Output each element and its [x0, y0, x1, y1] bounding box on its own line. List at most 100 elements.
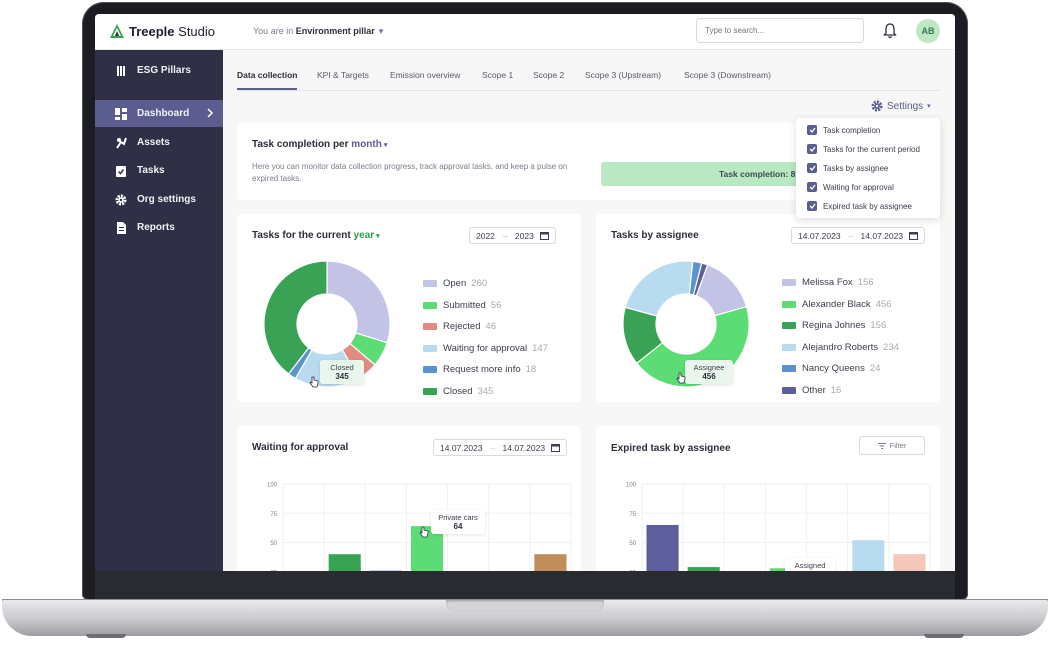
bar-6[interactable] — [852, 540, 885, 571]
donut-slice-open[interactable] — [326, 260, 391, 344]
date-from: 14.07.2023 — [798, 230, 841, 241]
sidebar-item-dashboard[interactable]: Dashboard — [95, 100, 223, 127]
pillars-icon — [117, 65, 125, 76]
legend-value: 18 — [525, 364, 537, 375]
checkbox-checked-icon[interactable] — [807, 182, 817, 192]
bar-7[interactable] — [534, 554, 567, 571]
legend-item-request-more-info[interactable]: Request more info 18 — [423, 364, 536, 375]
sidebar-item-esg-pillars[interactable]: ESG Pillars — [95, 57, 223, 84]
sidebar-item-label: Reports — [137, 222, 175, 233]
legend-value: 46 — [485, 321, 497, 332]
legend-item-regina-johnes[interactable]: Regina Johnes 156 — [782, 320, 886, 331]
legend-swatch — [423, 280, 437, 287]
donut-slice-closed[interactable] — [263, 260, 328, 375]
top-bar: Treeple Studio You are in Environment pi… — [95, 14, 955, 50]
app-logo[interactable]: Treeple Studio — [109, 23, 215, 39]
tab-kpi-targets[interactable]: KPI & Targets — [317, 70, 369, 80]
tabs-divider — [237, 90, 941, 91]
y-tick-label: 50 — [270, 541, 277, 547]
y-tick-label: 75 — [270, 512, 277, 518]
expired-tasks-card: Expired task by assignee Filter 100 75 50 2… — [596, 426, 940, 571]
bar-1[interactable] — [646, 524, 679, 571]
filter-label: Filter — [889, 441, 907, 450]
checkbox-checked-icon[interactable] — [807, 125, 817, 135]
arrow-icon: → — [500, 231, 509, 240]
donut-slice-other[interactable] — [692, 262, 709, 297]
legend-item-submitted[interactable]: Submitted 56 — [423, 300, 501, 311]
legend-value: 156 — [857, 277, 874, 288]
settings-option-label: Expired task by assignee — [823, 201, 912, 211]
bar-7[interactable] — [893, 554, 926, 571]
tab-emission-overview[interactable]: Emission overview — [390, 70, 461, 80]
date-range-picker[interactable]: 2022 → 2023 — [469, 227, 556, 244]
settings-option-by-assignee[interactable]: Tasks by assignee — [807, 163, 888, 173]
avatar[interactable]: AB — [916, 19, 940, 43]
calendar-icon — [909, 232, 919, 240]
tab-data-collection[interactable]: Data collection — [237, 70, 298, 90]
laptop-foot-left — [86, 634, 126, 638]
y-tick-label: 100 — [626, 483, 637, 489]
filter-button[interactable]: Filter — [859, 436, 925, 455]
checkbox-checked-icon[interactable] — [807, 201, 817, 211]
cursor-hand-icon — [419, 526, 429, 538]
chart-tooltip: Assigned28 — [785, 558, 835, 571]
legend-swatch — [423, 387, 437, 395]
legend-value: 147 — [532, 342, 548, 354]
sidebar-item-org-settings[interactable]: Org settings — [95, 186, 223, 213]
date-from: 14.07.2023 — [440, 442, 483, 453]
legend-item-melissa-fox[interactable]: Melissa Fox 156 — [782, 277, 874, 288]
settings-option-waiting-approval[interactable]: Waiting for approval — [807, 182, 894, 192]
settings-option-expired[interactable]: Expired task by assignee — [807, 201, 912, 211]
legend-item-alexander-black[interactable]: Alexander Black 456 — [782, 299, 892, 310]
bar-2[interactable] — [328, 554, 361, 571]
tab-scope-3-downstream[interactable]: Scope 3 (Downstream) — [684, 70, 771, 80]
legend-item-waiting-for-approval[interactable]: Waiting for approval 147 — [423, 343, 548, 354]
settings-option-task-completion[interactable]: Task completion — [807, 125, 880, 135]
tab-scope-3-upstream[interactable]: Scope 3 (Upstream) — [585, 70, 662, 80]
gear-icon — [871, 100, 883, 112]
period-selector[interactable]: month — [351, 139, 382, 150]
sidebar-item-tasks[interactable]: Tasks — [95, 157, 223, 184]
legend-item-rejected[interactable]: Rejected 46 — [423, 321, 496, 332]
legend-label: Melissa Fox — [802, 277, 853, 288]
by-assignee-title: Tasks by assignee — [611, 230, 699, 241]
chevron-down-icon: ▾ — [378, 26, 384, 36]
legend-value: 260 — [471, 278, 488, 289]
donut-slice-alejandro-roberts[interactable] — [624, 260, 694, 317]
y-tick-label: 25 — [629, 570, 636, 571]
settings-option-label: Tasks by assignee — [823, 163, 889, 173]
legend-item-nancy-queens[interactable]: Nancy Queens 24 — [782, 363, 880, 374]
legend-label: Alejandro Roberts — [802, 341, 879, 353]
checkbox-checked-icon[interactable] — [807, 144, 817, 154]
legend-item-alejandro-roberts[interactable]: Alejandro Roberts 234 — [782, 342, 899, 353]
sidebar-item-reports[interactable]: Reports — [95, 214, 223, 241]
task-completion-description: Here you can monitor data collection pro… — [252, 162, 568, 183]
tab-scope-2[interactable]: Scope 2 — [533, 70, 565, 80]
search-input[interactable] — [696, 18, 864, 43]
legend-item-open[interactable]: Open 260 — [423, 278, 487, 289]
waiting-bar-chart: 100 75 50 25 — [267, 483, 572, 571]
waiting-approval-card: Waiting for approval 14.07.2023 → 14.07.… — [237, 426, 581, 571]
settings-option-current-period[interactable]: Tasks for the current period — [807, 144, 920, 154]
legend-item-other[interactable]: Other 16 — [782, 385, 841, 396]
legend-item-closed[interactable]: Closed 345 — [423, 386, 493, 397]
checkbox-checked-icon[interactable] — [807, 163, 817, 173]
sidebar-item-assets[interactable]: Assets — [95, 129, 223, 156]
legend-label: Request more info — [443, 364, 521, 375]
laptop-bezel — [95, 571, 955, 599]
bell-icon[interactable] — [883, 22, 897, 40]
chart-tooltip: Private cars 64 — [431, 510, 485, 534]
legend-swatch — [782, 386, 796, 394]
legend-label: Nancy Queens — [802, 363, 865, 374]
settings-label: Settings — [887, 100, 924, 112]
bar-2[interactable] — [687, 567, 720, 571]
document-icon — [117, 221, 126, 234]
date-range-picker[interactable]: 14.07.2023 → 14.07.2023 — [433, 439, 568, 456]
tab-scope-1[interactable]: Scope 1 — [482, 70, 514, 80]
date-range-picker[interactable]: 14.07.2023 → 14.07.2023 — [791, 227, 926, 244]
settings-button[interactable]: Settings ▾ — [871, 100, 931, 112]
year-selector[interactable]: year — [353, 230, 375, 241]
settings-option-label: Waiting for approval — [823, 182, 894, 192]
sidebar-item-label: Tasks — [137, 165, 165, 176]
pillar-selector[interactable]: You are in Environment pillar ▾ — [253, 26, 383, 37]
